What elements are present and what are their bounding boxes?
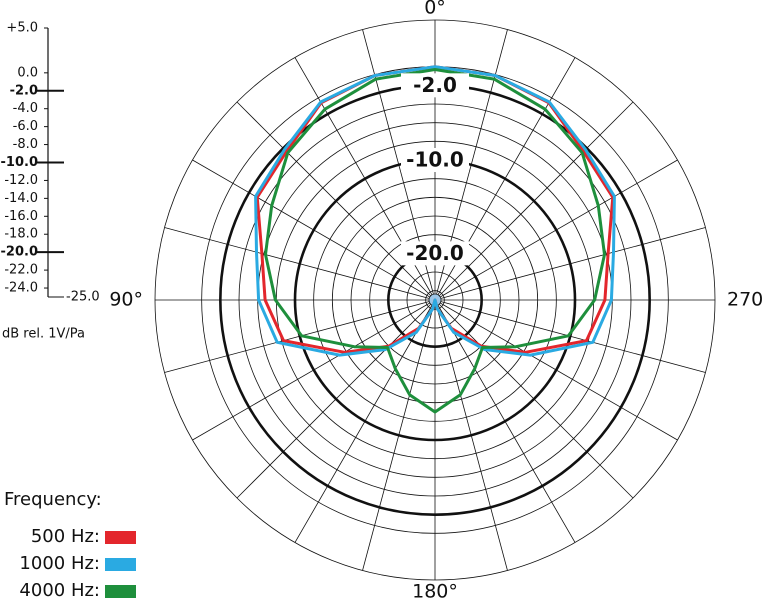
grid-spoke (164, 299, 436, 373)
scale-label: -10.0 (1, 155, 38, 170)
grid-spoke (164, 227, 436, 301)
scale-label: -12.0 (4, 173, 38, 188)
scale-label: 0.0 (17, 65, 38, 80)
y-axis-label: dB rel. 1V/Pa (2, 327, 85, 342)
ring-label-bg (401, 241, 469, 266)
scale-label: -6.0 (13, 119, 38, 134)
legend-swatch (105, 531, 136, 544)
angle-label: 90° (109, 289, 143, 311)
grid-spoke (434, 227, 706, 301)
scale-label: -22.0 (4, 263, 38, 278)
ring-label: -10.0 (406, 148, 464, 172)
grid-spoke (434, 299, 508, 571)
scale-label: -25.0 (66, 290, 100, 305)
scale-label: -4.0 (13, 101, 38, 116)
grid-spoke (434, 101, 634, 301)
scale-label: -18.0 (4, 227, 38, 242)
grid-spoke (434, 299, 678, 441)
legend-title: Frequency: (4, 489, 102, 510)
grid-spoke (434, 299, 634, 499)
scale-label: -8.0 (13, 137, 38, 152)
ring-label: -2.0 (413, 73, 457, 97)
grid-spoke (192, 299, 436, 441)
series-line (264, 68, 606, 414)
scale-label: -2.0 (10, 83, 38, 98)
angle-label: 270° (727, 289, 764, 311)
legend-label: 500 Hz: (31, 526, 100, 547)
grid-spoke (294, 299, 436, 543)
scale-label: -14.0 (4, 191, 38, 206)
grid-spoke (236, 101, 436, 301)
angle-label: 180° (412, 581, 458, 600)
ring-label-bg (401, 148, 469, 172)
scale-label: -16.0 (4, 209, 38, 224)
scale-label: +5.0 (6, 21, 38, 36)
scale-label: -20.0 (1, 245, 38, 260)
grid-spoke (362, 299, 436, 571)
legend-swatch (105, 585, 136, 598)
ring-label-bg (401, 73, 469, 98)
legend-swatch (105, 558, 136, 571)
grid-spoke (434, 299, 576, 543)
grid-spoke (236, 299, 436, 499)
legend-label: 1000 Hz: (19, 553, 100, 574)
ring-label: -20.0 (406, 241, 464, 265)
legend-label: 4000 Hz: (19, 580, 100, 600)
grid-spoke (434, 159, 678, 301)
scale-label: -24.0 (4, 281, 38, 296)
angle-label: 0° (424, 0, 446, 19)
grid-spoke (192, 159, 436, 301)
series-line (254, 65, 616, 357)
grid-spoke (434, 299, 706, 373)
